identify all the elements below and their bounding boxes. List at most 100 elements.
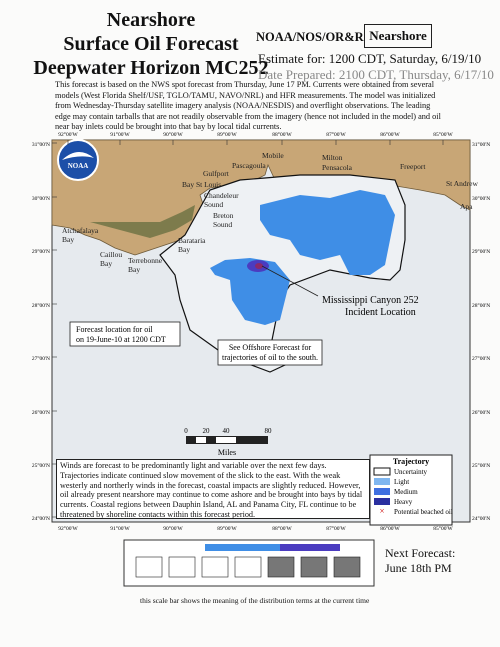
- legend-label: Light: [394, 478, 409, 486]
- place-label: Mobile: [262, 151, 284, 160]
- light-oil: [210, 258, 290, 325]
- lon-label: 88°00'W: [272, 525, 292, 532]
- lat-label: 27°00'N: [472, 355, 490, 362]
- scale-tick: 80: [265, 427, 273, 435]
- lon-label: 88°00'W: [272, 131, 292, 138]
- scale-gradient: [205, 544, 340, 551]
- incident-label: Mississippi Canyon 252: [322, 295, 419, 306]
- place-label: Atchafalaya Bay: [62, 226, 99, 244]
- lat-label: 24°00'N: [32, 515, 50, 522]
- logo-gull: [62, 151, 94, 160]
- scale-tick: 40: [223, 427, 231, 435]
- title-line: Surface Oil Forecast: [63, 33, 239, 55]
- place-line: Breton: [213, 211, 234, 220]
- lon-label: 87°00'W: [326, 525, 346, 532]
- noaa-logo: [57, 139, 99, 181]
- lat-label: 28°00'N: [472, 302, 490, 309]
- place-label: Pascagoula: [232, 161, 266, 170]
- place-line: Bay: [128, 265, 140, 274]
- lon-label: 90°00'W: [163, 131, 183, 138]
- forecast-box: [69, 321, 181, 347]
- place-label: Terrebonne Bay: [128, 256, 163, 274]
- pattern-box: [300, 556, 328, 578]
- lon-label: 87°00'W: [326, 131, 346, 138]
- lon-label: 92°00'W: [58, 131, 78, 138]
- legend-swatch: [374, 478, 390, 485]
- lat-label: 30°00'N: [32, 195, 50, 202]
- lat-label: 29°00'N: [32, 248, 50, 255]
- scale-bar: [196, 437, 206, 443]
- pattern-box: [234, 556, 262, 578]
- lat-label: 27°00'N: [32, 355, 50, 362]
- place-line: Chandeleur: [204, 191, 239, 200]
- lat-label: 30°00'N: [472, 195, 490, 202]
- agency: NOAA/NOS/OR&R: [256, 30, 364, 44]
- forecast-text: on 19-June-10 at 1200 CDT: [76, 335, 166, 344]
- lon-label: 89°00'W: [217, 131, 237, 138]
- place-line: Bay: [62, 235, 74, 244]
- marsh: [90, 205, 195, 238]
- place-line: Pensacola: [322, 163, 353, 172]
- legend-label: Uncertainty: [394, 468, 428, 476]
- lon-label: 92°00'W: [58, 525, 78, 532]
- title-line: Nearshore: [106, 9, 196, 31]
- place-label: Apa: [460, 202, 473, 211]
- place-line: Apa: [460, 202, 473, 211]
- lon-label: 91°00'W: [110, 525, 130, 532]
- place-label: St Andrew: [446, 179, 478, 188]
- lon-label: 85°00'W: [433, 131, 453, 138]
- pattern-box: [168, 556, 196, 578]
- place-line: Bay: [178, 245, 190, 254]
- scale-tick: 0: [184, 427, 188, 435]
- place-label: Freeport: [400, 162, 426, 171]
- place-line: Milton: [322, 153, 343, 162]
- legend-swatch: [373, 467, 391, 476]
- incident-label: Incident Location: [345, 307, 416, 318]
- intro: This forecast is based on the NWS spot f…: [55, 80, 441, 131]
- place-label: Bay St Louis: [182, 180, 221, 189]
- pattern-box: [135, 556, 163, 578]
- place-line: Bay: [100, 259, 112, 268]
- place-line: Barataria: [178, 236, 206, 245]
- lat-label: 26°00'N: [472, 409, 490, 416]
- light-oil: [260, 190, 395, 275]
- offshore-text: See Offshore Forecast for: [229, 343, 312, 352]
- place-label: Caillou Bay: [100, 250, 122, 268]
- pattern-box: [267, 556, 295, 578]
- place-line: Caillou: [100, 250, 122, 259]
- forecast-text: Forecast location for oil: [76, 325, 153, 334]
- lat-label: 24°00'N: [472, 515, 490, 522]
- scale-gradient: [280, 544, 340, 551]
- pattern-box: [201, 556, 229, 578]
- pattern-box: [333, 556, 361, 578]
- leader-line: [261, 265, 319, 297]
- lat-label: 28°00'N: [32, 302, 50, 309]
- place-line: Bay St Louis: [182, 180, 221, 189]
- place-line: Freeport: [400, 162, 426, 171]
- place-line: Atchafalaya: [62, 226, 99, 235]
- lat-label: 29°00'N: [472, 248, 490, 255]
- lon-label: 85°00'W: [433, 525, 453, 532]
- legend-title: Trajectory: [393, 457, 429, 466]
- place-label: Milton: [322, 153, 343, 162]
- lat-label: 25°00'N: [472, 462, 490, 469]
- legend-marker: ×: [379, 506, 384, 516]
- legend-label: Potential beached oil: [394, 508, 453, 516]
- place-line: Gulfport: [203, 169, 230, 178]
- place-line: Pascagoula: [232, 161, 266, 170]
- lon-label: 86°00'W: [380, 525, 400, 532]
- lon-label: 91°00'W: [110, 131, 130, 138]
- prepared: Date Prepared: 2100 CDT, Thursday, 6/17/…: [258, 67, 494, 82]
- scale-caption: this scale bar shows the meaning of the …: [140, 596, 370, 605]
- lon-label: 89°00'W: [217, 525, 237, 532]
- place-label: Pensacola: [322, 163, 353, 172]
- place-label: Chandeleur Sound: [204, 191, 239, 209]
- offshore-box: [217, 339, 323, 366]
- next-label: Next Forecast:: [385, 546, 456, 560]
- heavy-oil: [255, 263, 263, 269]
- offshore-text: trajectories of oil to the south.: [222, 353, 318, 362]
- place-line: Terrebonne: [128, 256, 163, 265]
- scale-bar: [216, 437, 236, 443]
